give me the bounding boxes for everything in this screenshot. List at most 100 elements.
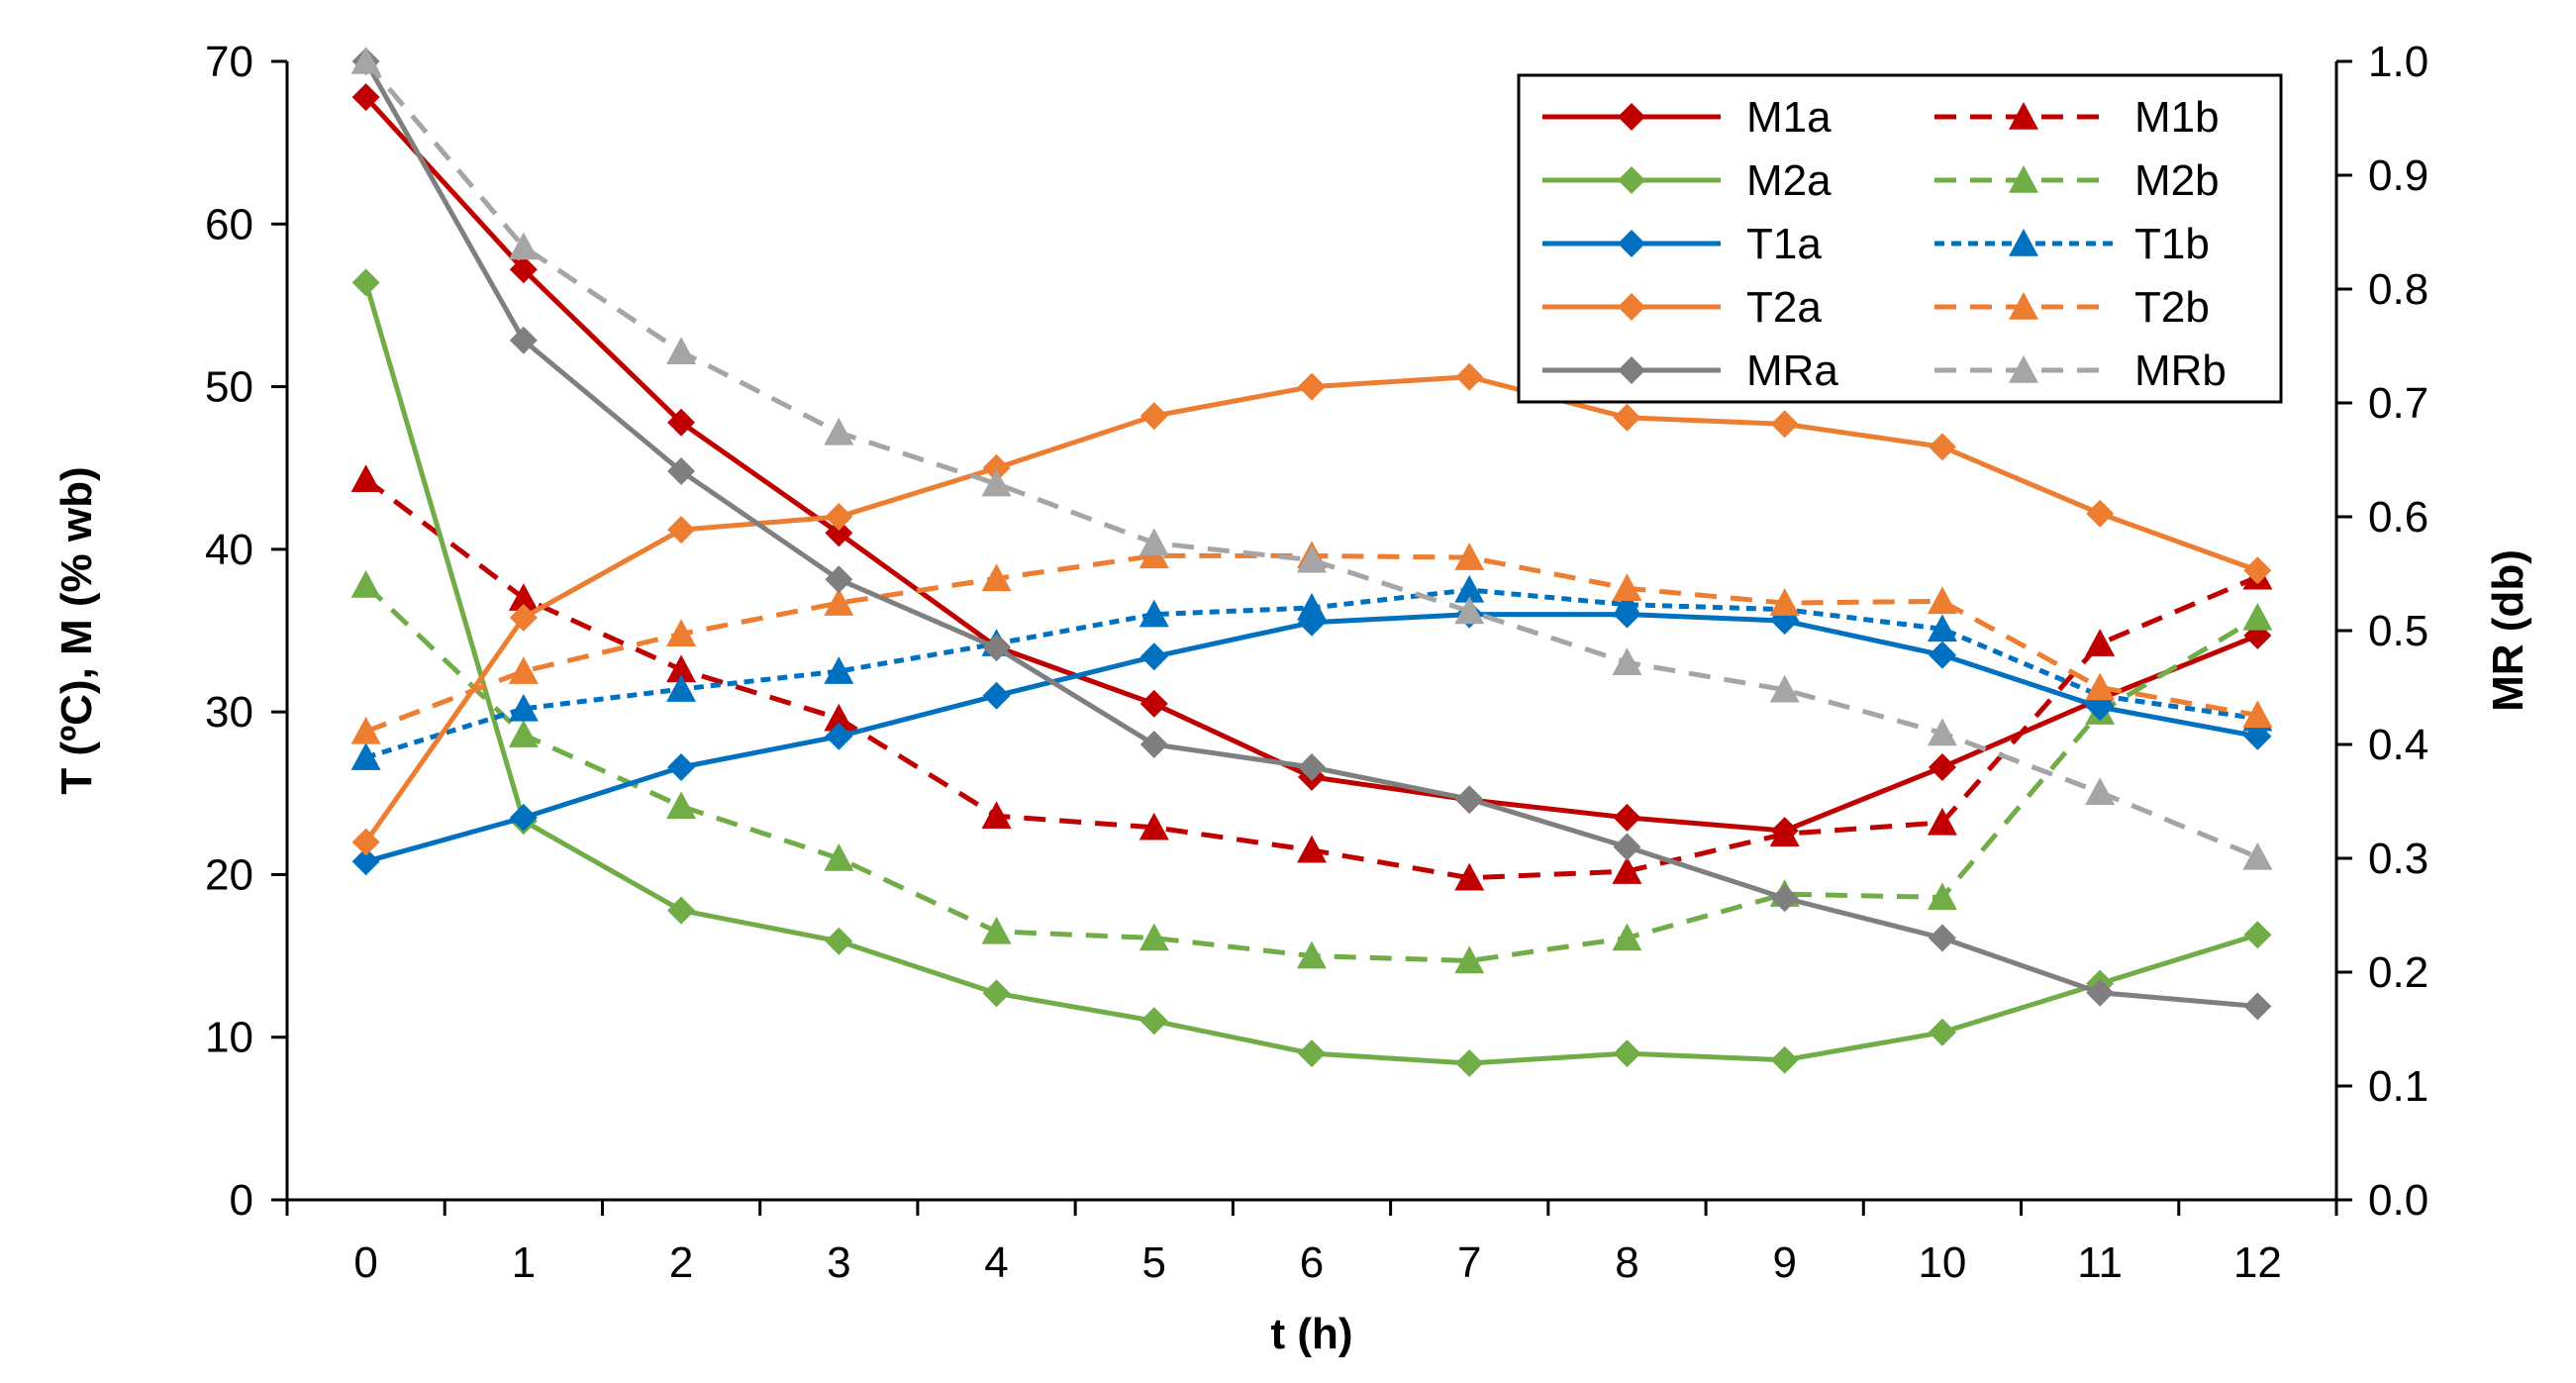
data-point-T1b xyxy=(1927,614,1957,642)
data-point-MRa xyxy=(1455,785,1484,814)
legend-item-M1a: M1a xyxy=(1542,93,1832,142)
y2-axis-title: MR (db) xyxy=(2484,549,2532,712)
data-point-MRb xyxy=(1769,674,1800,703)
data-point-M1b xyxy=(2085,629,2116,656)
data-point-T2a xyxy=(1455,362,1484,391)
data-point-T2a xyxy=(825,503,853,531)
data-point-T2a xyxy=(1613,403,1641,432)
data-point-M1b xyxy=(1612,856,1642,884)
x-tick-label: 3 xyxy=(827,1238,850,1287)
data-point-M2b xyxy=(1454,945,1485,974)
data-point-M2b xyxy=(508,720,539,747)
data-point-MRa xyxy=(2086,978,2115,1007)
legend-label-MRb: MRb xyxy=(2134,346,2227,395)
y2-tick-label: 0.0 xyxy=(2368,1176,2428,1225)
data-point-T1a xyxy=(982,681,1011,710)
x-tick-label: 7 xyxy=(1457,1238,1481,1287)
x-tick-label: 8 xyxy=(1615,1238,1638,1287)
data-point-T1a xyxy=(825,722,853,750)
data-point-M2b xyxy=(1927,882,1957,911)
data-point-M1a xyxy=(825,519,853,547)
x-tick-label: 4 xyxy=(984,1238,1008,1287)
data-point-MRa xyxy=(1770,884,1799,913)
data-point-T1a xyxy=(1139,642,1168,671)
data-point-T2a xyxy=(1928,433,1956,461)
y2-tick-label: 0.2 xyxy=(2368,948,2428,997)
data-point-M2a xyxy=(1139,1007,1168,1036)
data-point-MRb xyxy=(1139,528,1169,556)
series-M1b xyxy=(350,464,2273,891)
data-point-MRa xyxy=(667,457,696,485)
data-point-T2a xyxy=(667,516,696,544)
x-tick-label: 6 xyxy=(1300,1238,1324,1287)
data-point-MRa xyxy=(1139,731,1168,758)
data-point-M2a xyxy=(1928,1018,1956,1046)
data-point-M2a xyxy=(351,268,380,297)
data-point-MRa xyxy=(825,565,853,594)
data-point-M1b xyxy=(981,801,1012,830)
data-point-T1b xyxy=(1612,589,1642,618)
y-tick-label: 10 xyxy=(205,1014,253,1062)
y2-tick-label: 1.0 xyxy=(2368,38,2428,86)
data-point-MRb xyxy=(666,337,697,364)
legend-item-T1b: T1b xyxy=(1934,220,2210,268)
data-point-T1a xyxy=(351,847,380,876)
legend-label-T1a: T1a xyxy=(1746,220,1822,268)
data-point-MRa xyxy=(1928,924,1956,952)
data-point-MRb xyxy=(2085,777,2116,806)
data-point-T2a xyxy=(982,453,1011,482)
data-point-T2b xyxy=(1612,573,1642,602)
data-point-T2b xyxy=(824,588,854,616)
data-point-MRb xyxy=(981,468,1012,497)
data-point-T2b xyxy=(1454,543,1485,570)
data-point-M2b xyxy=(2242,602,2273,631)
legend-label-T1b: T1b xyxy=(2134,220,2210,268)
legend-label-M2b: M2b xyxy=(2134,156,2220,205)
data-point-MRb xyxy=(508,232,539,260)
legend-marker-MRa xyxy=(1618,356,1645,384)
data-point-MRa xyxy=(1613,833,1641,861)
y-tick-label: 0 xyxy=(230,1176,253,1225)
data-point-M1a xyxy=(1139,689,1168,718)
legend-item-T2a: T2a xyxy=(1542,283,1822,332)
data-point-M2a xyxy=(982,979,1011,1008)
data-point-MRa xyxy=(1298,753,1326,781)
data-point-T1b xyxy=(1139,599,1169,628)
data-point-M1b xyxy=(1139,812,1169,840)
legend-label-MRa: MRa xyxy=(1746,346,1838,395)
legend-label-M1b: M1b xyxy=(2134,93,2220,142)
legend-item-MRb: MRb xyxy=(1934,346,2227,395)
legend-marker-T1b xyxy=(2009,229,2038,256)
x-tick-label: 1 xyxy=(512,1238,536,1287)
data-point-T1b xyxy=(666,674,697,702)
y-tick-label: 30 xyxy=(205,688,253,737)
data-point-MRb xyxy=(350,47,381,74)
x-tick-label: 10 xyxy=(1918,1238,1966,1287)
data-point-M2a xyxy=(2243,921,2272,949)
data-point-MRb xyxy=(2242,841,2273,870)
x-tick-label: 0 xyxy=(353,1238,377,1287)
data-point-M2a xyxy=(667,896,696,925)
data-point-T2a xyxy=(1770,410,1799,439)
y2-tick-label: 0.8 xyxy=(2368,265,2428,314)
legend-label-M2a: M2a xyxy=(1746,156,1832,205)
x-axis-title: t (h) xyxy=(1270,1310,1352,1358)
data-point-T2a xyxy=(351,828,380,856)
y2-tick-label: 0.5 xyxy=(2368,607,2428,655)
data-point-MRb xyxy=(1612,647,1642,675)
data-point-M1a xyxy=(667,408,696,437)
data-point-M1b xyxy=(508,583,539,611)
legend-marker-M2b xyxy=(2009,165,2038,193)
data-point-M1a xyxy=(1613,803,1641,832)
data-point-T2a xyxy=(1139,402,1168,431)
data-point-T2b xyxy=(508,656,539,684)
data-point-T1a xyxy=(1928,641,1956,669)
data-point-T2a xyxy=(2243,556,2272,585)
data-point-MRb xyxy=(1454,596,1485,625)
data-point-M1b xyxy=(1927,807,1957,836)
legend-marker-MRb xyxy=(2009,355,2038,383)
data-point-T2b xyxy=(1769,588,1800,616)
legend-label-T2b: T2b xyxy=(2134,283,2210,332)
data-point-M2b xyxy=(350,570,381,598)
